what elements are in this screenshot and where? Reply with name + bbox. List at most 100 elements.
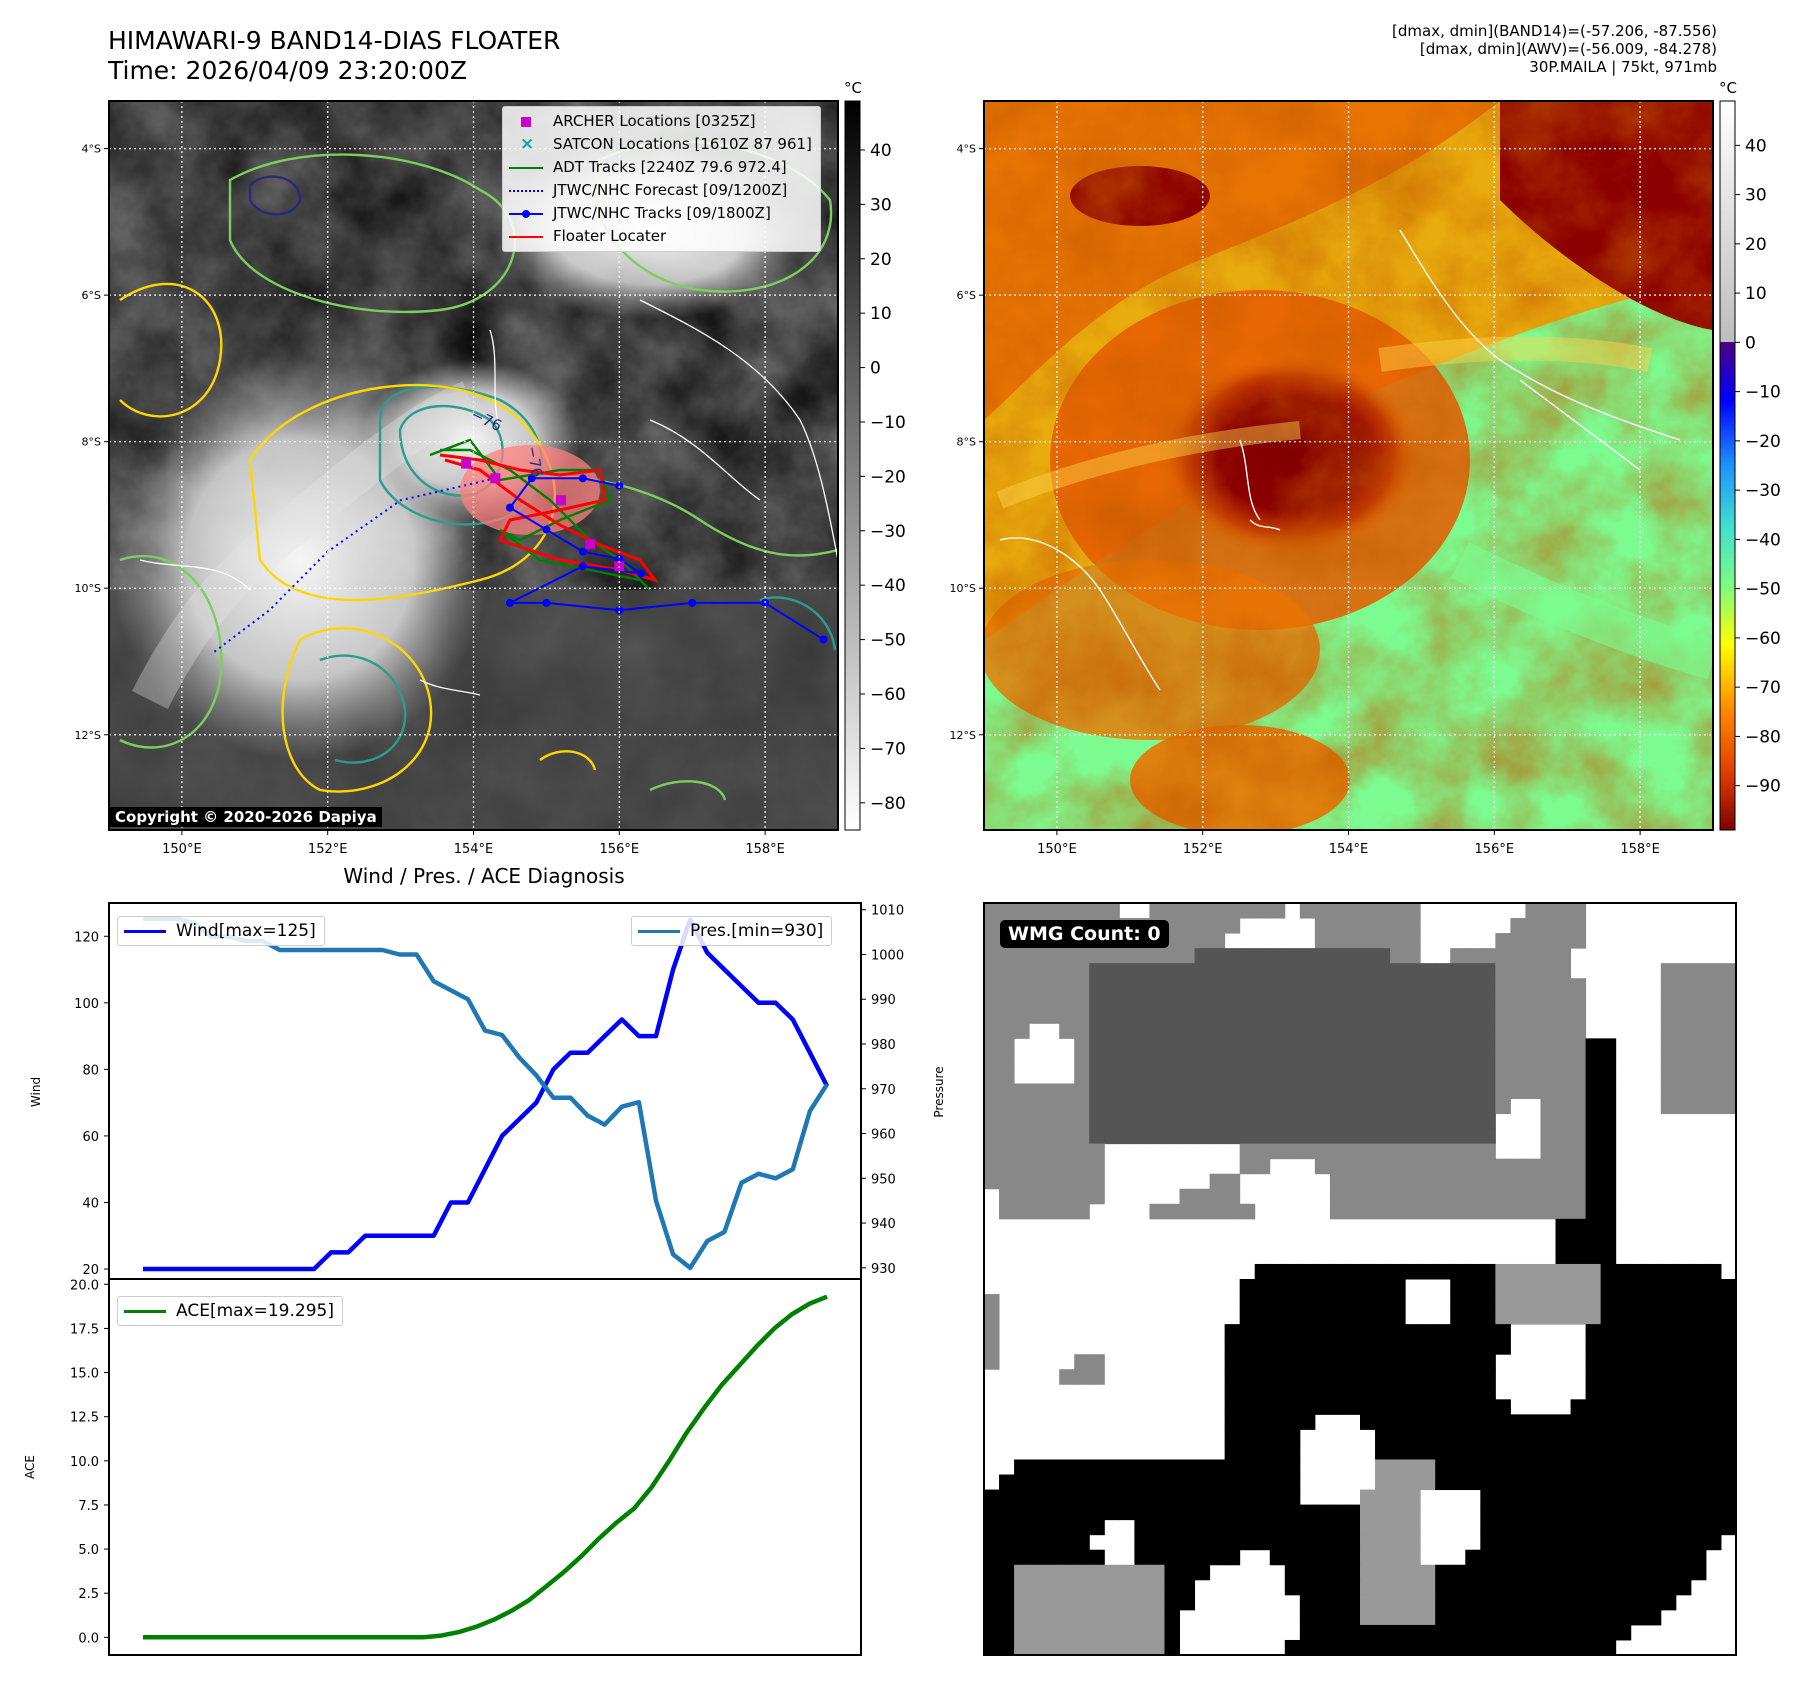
y-tick-label: 80 — [82, 1063, 99, 1078]
map-grid — [984, 101, 1713, 830]
y-tick-label: 2.5 — [78, 1587, 99, 1602]
legend-floater: Floater Locater — [509, 225, 812, 248]
track-legend: ARCHER Locations [0325Z] × SATCON Locati… — [502, 106, 821, 252]
jtwc-track-point — [578, 547, 587, 556]
y-tick-label: 20.0 — [70, 1278, 99, 1293]
jtwc-track-point — [688, 598, 697, 607]
legend-label: Floater Locater — [553, 227, 667, 245]
y-tick-label: 1010 — [871, 904, 904, 919]
line-icon — [124, 1303, 166, 1319]
wind-legend: Wind[max=125] — [117, 916, 325, 946]
colorbar-tick-label: 20 — [870, 250, 892, 270]
legend-label: SATCON Locations [1610Z 87 961] — [553, 135, 812, 153]
coastlines — [139, 299, 838, 696]
line-icon — [509, 160, 543, 176]
colorbar-tick-label: −40 — [870, 576, 906, 596]
awv-colorbar-unit: °C — [1719, 79, 1737, 97]
lon-tick-label: 152°E — [308, 842, 348, 857]
dotted-line-icon — [509, 183, 543, 199]
y-tick-label: 0.0 — [78, 1631, 99, 1646]
colorbar-tick-label: −50 — [870, 631, 906, 651]
colorbar-tick-label: −60 — [1745, 629, 1781, 649]
lat-tick-label: 6°S — [957, 289, 976, 302]
colorbar-tick-label: −50 — [1745, 580, 1781, 600]
y-tick-label: 100 — [74, 997, 99, 1012]
diagnosis-panel: Wind / Pres. / ACE Diagnosis 20 40 60 80 100… — [23, 864, 946, 1656]
jtwc-track-point — [819, 635, 828, 644]
lat-tick-label: 12°S — [75, 729, 101, 742]
legend-label: Pres.[min=930] — [690, 921, 824, 941]
y-tick-label: 980 — [871, 1038, 896, 1053]
colorbar-tick-label: −30 — [870, 522, 906, 542]
line-icon — [638, 923, 680, 939]
x-marker-icon: × — [520, 133, 535, 154]
y-tick-label: 12.5 — [70, 1411, 99, 1426]
legend-label: Wind[max=125] — [176, 921, 316, 941]
archer-point — [490, 473, 501, 484]
lat-tick-label: 4°S — [82, 143, 101, 156]
info-line-band14: [dmax, dmin](BAND14)=(-57.206, -87.556) — [1392, 22, 1717, 40]
y-tick-label: 970 — [871, 1083, 896, 1098]
wind-axis-label: Wind — [29, 1077, 43, 1107]
line-icon — [124, 923, 166, 939]
colorbar-tick-label: −70 — [1745, 678, 1781, 698]
adt-track — [429, 438, 651, 591]
lat-tick-label: 10°S — [950, 582, 976, 595]
y-tick-label: 20 — [82, 1263, 99, 1278]
ace-axis-label: ACE — [23, 1455, 37, 1479]
diagnosis-title: Wind / Pres. / ACE Diagnosis — [343, 864, 624, 888]
y-tick-label: 960 — [871, 1128, 896, 1143]
wmg-count-badge: WMG Count: 0 — [1000, 920, 1169, 948]
colorbar-tick-label: −90 — [1745, 777, 1781, 797]
legend-label: ADT Tracks [2240Z 79.6 972.4] — [553, 158, 787, 176]
jtwc-track-point — [615, 606, 624, 615]
archer-marker-icon — [509, 114, 543, 130]
wmg-cells — [984, 903, 1736, 1655]
lat-tick-label: 12°S — [950, 729, 976, 742]
pressure-legend: Pres.[min=930] — [631, 916, 833, 946]
y-tick-label: 930 — [871, 1262, 896, 1277]
y-tick-label: 7.5 — [78, 1499, 99, 1514]
figure-title: HIMAWARI-9 BAND14-DIAS FLOATER — [108, 26, 561, 55]
jtwc-track-point — [505, 598, 514, 607]
colorbar-tick-label: 0 — [870, 359, 881, 379]
floater-locator-track — [439, 453, 659, 583]
colorbar-tick-label: −70 — [870, 739, 906, 759]
jtwc-track-point — [615, 481, 624, 490]
jtwc-track-point — [542, 525, 551, 534]
line-icon — [509, 229, 543, 245]
figure-time: Time: 2026/04/09 23:20:00Z — [108, 56, 467, 85]
info-line-storm: 30P.MAILA | 75kt, 971mb — [1529, 58, 1717, 76]
lat-tick-label: 4°S — [957, 143, 976, 156]
colorbar-tick-label: −80 — [870, 794, 906, 814]
jtwc-track-point — [615, 554, 624, 563]
ace-legend: ACE[max=19.295] — [117, 1296, 343, 1326]
colorbar-tick-label: 10 — [870, 304, 892, 324]
lon-tick-label: 158°E — [1620, 842, 1660, 857]
y-tick-label: 1000 — [871, 948, 904, 963]
colorbar-tick-label: 40 — [1745, 136, 1767, 156]
lon-tick-label: 154°E — [1329, 842, 1369, 857]
y-tick-label: 40 — [82, 1196, 99, 1211]
lat-tick-label: 8°S — [957, 436, 976, 449]
archer-point — [585, 539, 596, 550]
colorbar-tick-label: −10 — [870, 413, 906, 433]
band14-colorbar-unit: °C — [844, 79, 862, 97]
archer-point — [461, 458, 472, 469]
copyright-label: Copyright © 2020-2026 Dapiya — [110, 807, 382, 827]
awv-imagery — [984, 101, 1713, 830]
lon-tick-label: 150°E — [162, 842, 202, 857]
y-tick-label: 120 — [74, 930, 99, 945]
legend-archer: ARCHER Locations [0325Z] — [509, 110, 812, 133]
colorbar-tick-label: −80 — [1745, 727, 1781, 747]
colorbar-tick-label: −20 — [1745, 432, 1781, 452]
lon-tick-label: 158°E — [745, 842, 785, 857]
y-tick-label: 10.0 — [70, 1455, 99, 1470]
contour-label: −76 — [523, 445, 546, 479]
legend-label: JTWC/NHC Forecast [09/1200Z] — [553, 181, 788, 199]
jtwc-track-point — [527, 474, 536, 483]
colorbar-tick-label: −20 — [870, 467, 906, 487]
legend-satcon: × SATCON Locations [1610Z 87 961] — [509, 133, 812, 156]
lon-tick-label: 152°E — [1183, 842, 1223, 857]
